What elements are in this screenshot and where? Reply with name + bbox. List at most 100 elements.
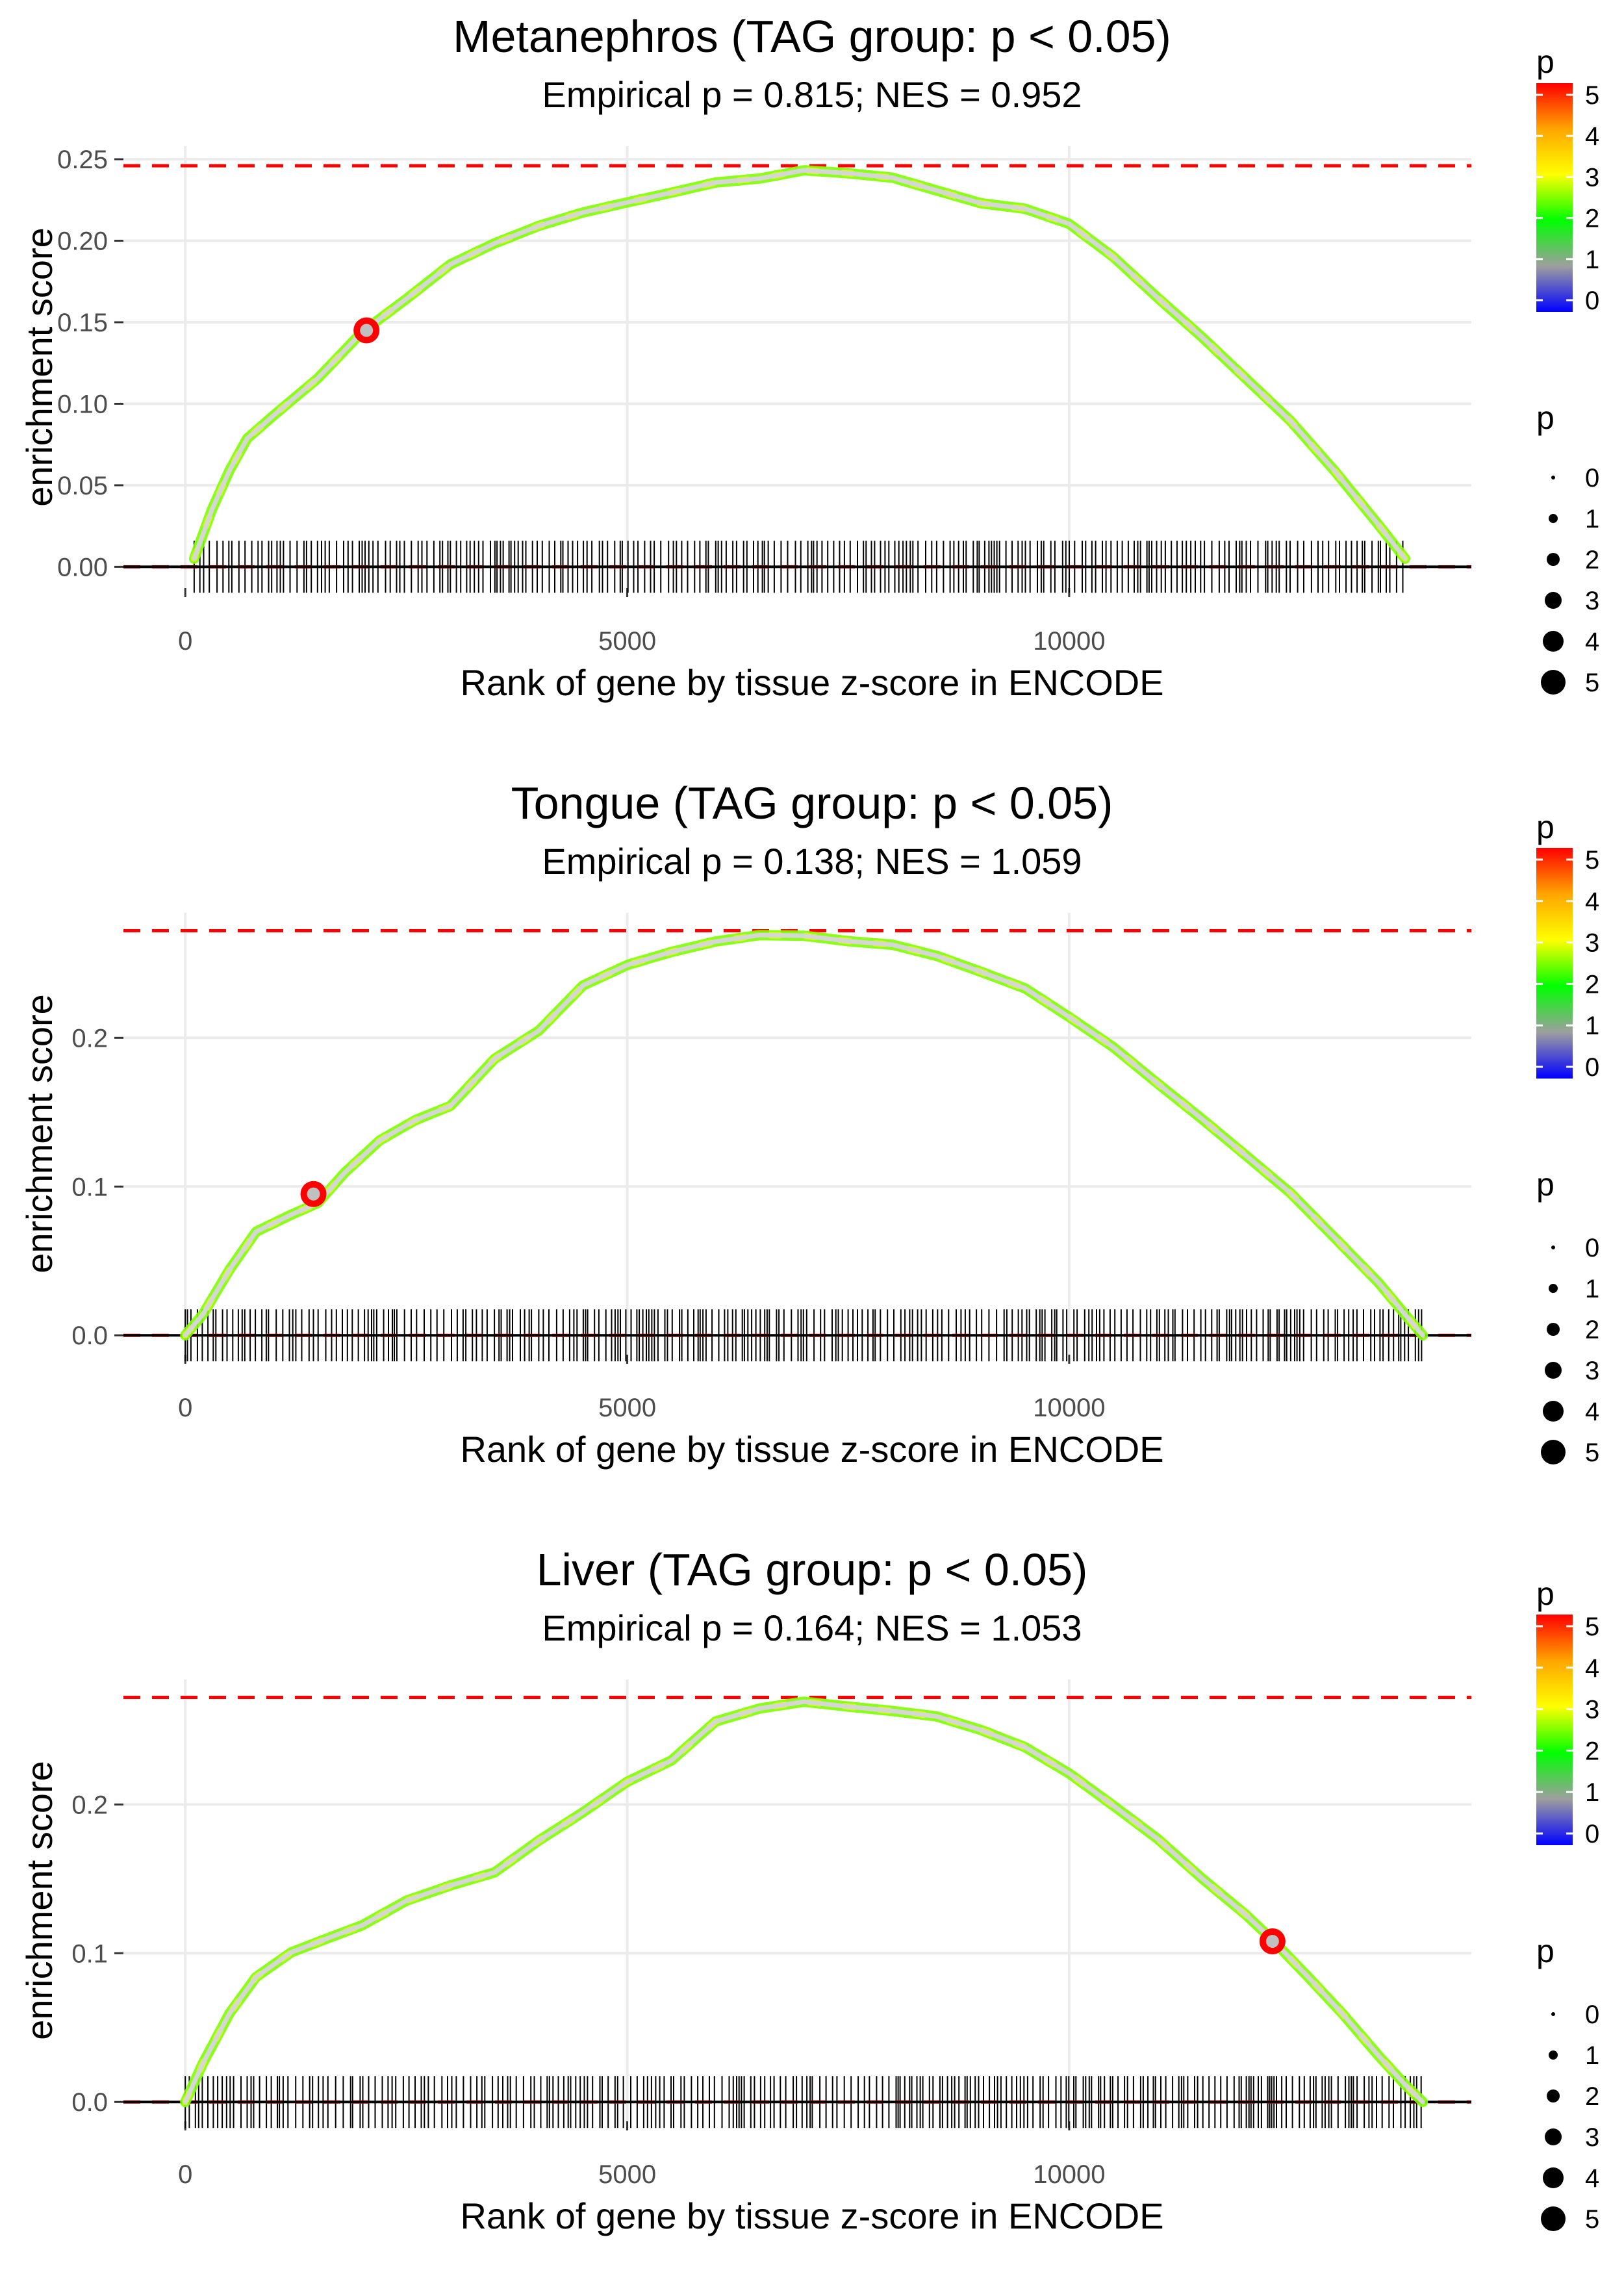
x-axis-label: Rank of gene by tissue z-score in ENCODE — [460, 1429, 1163, 1470]
x-tick-label: 5000 — [598, 2160, 656, 2189]
x-tick-label: 10000 — [1033, 2160, 1105, 2189]
leading-gene-point-core — [360, 324, 374, 337]
size-legend-point — [1549, 2050, 1558, 2060]
color-legend-bar — [1536, 848, 1573, 1079]
size-legend-point — [1551, 1246, 1555, 1249]
color-legend-label: 1 — [1585, 1012, 1599, 1040]
y-tick-label: 0.2 — [71, 1024, 108, 1053]
size-legend-point — [1547, 553, 1560, 566]
size-legend-label: 0 — [1585, 1234, 1599, 1262]
x-tick-label: 0 — [178, 1394, 192, 1422]
size-legend-point — [1549, 1284, 1558, 1293]
enrichment-curve — [183, 1699, 1425, 2104]
color-legend-label: 5 — [1585, 846, 1599, 875]
chart-subtitle: Empirical p = 0.138; NES = 1.059 — [542, 841, 1082, 882]
size-legend-point — [1543, 2167, 1564, 2188]
size-legend-point — [1547, 2089, 1560, 2102]
size-legend-label: 0 — [1585, 2000, 1599, 2029]
color-legend-label: 0 — [1585, 287, 1599, 315]
size-legend-title: p — [1536, 1933, 1554, 1969]
size-legend-label: 5 — [1585, 1438, 1599, 1467]
color-legend-label: 2 — [1585, 970, 1599, 999]
x-axis-label: Rank of gene by tissue z-score in ENCODE — [460, 662, 1163, 703]
x-tick-label: 10000 — [1033, 627, 1105, 656]
y-tick-label: 0.0 — [71, 1322, 108, 1350]
enrichment-curve-glow — [180, 1696, 1428, 2108]
chart-title: Liver (TAG group: p < 0.05) — [537, 1544, 1088, 1595]
enrichment-curve-glow — [180, 930, 1428, 1341]
size-legend-point — [1541, 670, 1566, 695]
size-legend-point — [1543, 1401, 1564, 1422]
size-legend-label: 4 — [1585, 628, 1599, 656]
color-legend-label: 2 — [1585, 1737, 1599, 1765]
size-legend-point — [1551, 476, 1555, 479]
size-legend-label: 2 — [1585, 2082, 1599, 2111]
color-legend-label: 5 — [1585, 1613, 1599, 1641]
color-legend-bar — [1536, 83, 1573, 312]
size-legend-label: 1 — [1585, 2041, 1599, 2070]
leading-gene-point-core — [1265, 1934, 1279, 1948]
y-tick-label: 0.2 — [71, 1791, 108, 1819]
color-legend-label: 2 — [1585, 205, 1599, 233]
panel-metanephros: Metanephros (TAG group: p < 0.05) Empiric… — [19, 11, 1599, 703]
color-legend-label: 4 — [1585, 122, 1599, 151]
enrichment-curve-accent — [182, 932, 1427, 1339]
color-legend-bar — [1536, 1615, 1573, 1845]
y-tick-label: 0.25 — [57, 146, 108, 174]
color-legend-title: p — [1536, 809, 1554, 845]
size-legend-point — [1545, 2128, 1562, 2145]
y-tick-label: 0.05 — [57, 472, 108, 500]
size-legend-point — [1545, 1362, 1562, 1379]
size-legend-point — [1543, 631, 1564, 652]
size-legend-point — [1541, 1440, 1566, 1464]
color-legend-label: 4 — [1585, 888, 1599, 916]
y-tick-label: 0.00 — [57, 553, 108, 581]
size-legend-label: 1 — [1585, 505, 1599, 533]
color-legend-label: 3 — [1585, 1696, 1599, 1724]
size-legend-label: 2 — [1585, 546, 1599, 574]
x-axis-label: Rank of gene by tissue z-score in ENCODE — [460, 2195, 1163, 2236]
x-tick-label: 10000 — [1033, 1394, 1105, 1422]
size-legend-label: 3 — [1585, 587, 1599, 615]
color-legend-label: 0 — [1585, 1820, 1599, 1848]
y-axis-label: enrichment score — [19, 994, 60, 1273]
size-legend-title: p — [1536, 400, 1554, 436]
panel-tongue: Tongue (TAG group: p < 0.05) Empirical p … — [19, 778, 1599, 1470]
color-legend-label: 4 — [1585, 1654, 1599, 1683]
size-legend-point — [1549, 514, 1558, 523]
color-legend-title: p — [1536, 44, 1554, 80]
x-tick-label: 5000 — [598, 1394, 656, 1422]
size-legend-point — [1545, 592, 1562, 609]
color-legend-label: 3 — [1585, 929, 1599, 958]
color-legend-label: 5 — [1585, 81, 1599, 110]
chart-title: Tongue (TAG group: p < 0.05) — [511, 778, 1113, 828]
size-legend-label: 4 — [1585, 2164, 1599, 2193]
y-tick-label: 0.20 — [57, 227, 108, 256]
panel-liver: Liver (TAG group: p < 0.05) Empirical p =… — [19, 1544, 1599, 2236]
y-axis-label: enrichment score — [19, 227, 60, 507]
enrichment-curve-glow — [188, 165, 1410, 564]
color-legend-label: 1 — [1585, 1778, 1599, 1807]
size-legend-label: 2 — [1585, 1316, 1599, 1344]
enrichment-curve — [192, 168, 1408, 561]
size-legend-label: 1 — [1585, 1275, 1599, 1303]
y-tick-label: 0.1 — [71, 1173, 108, 1201]
size-legend-label: 3 — [1585, 1357, 1599, 1385]
size-legend-label: 4 — [1585, 1398, 1599, 1426]
x-tick-label: 5000 — [598, 627, 656, 656]
size-legend-label: 3 — [1585, 2123, 1599, 2152]
color-legend-label: 1 — [1585, 246, 1599, 274]
x-tick-label: 0 — [178, 2160, 192, 2189]
size-legend-point — [1541, 2206, 1566, 2231]
chart-subtitle: Empirical p = 0.164; NES = 1.053 — [542, 1607, 1082, 1648]
x-tick-label: 0 — [178, 627, 192, 656]
y-tick-label: 0.10 — [57, 390, 108, 418]
enrichment-curve — [183, 932, 1425, 1338]
size-legend-point — [1547, 1323, 1560, 1336]
color-legend-label: 0 — [1585, 1053, 1599, 1082]
size-legend-label: 0 — [1585, 464, 1599, 492]
size-legend-label: 5 — [1585, 2205, 1599, 2234]
color-legend-label: 3 — [1585, 163, 1599, 192]
y-axis-label: enrichment score — [19, 1761, 60, 2040]
